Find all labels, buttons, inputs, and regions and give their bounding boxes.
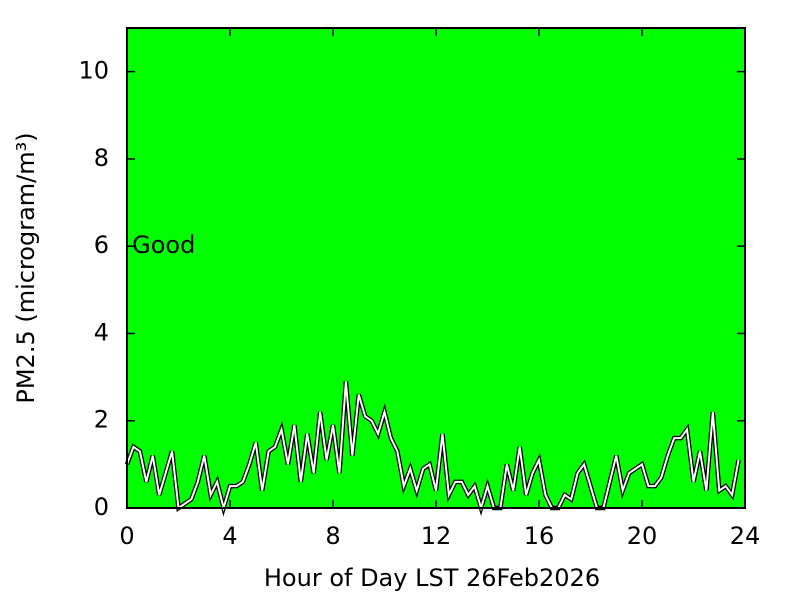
x-tick-label: 12: [421, 522, 452, 550]
x-tick-label: 20: [627, 522, 658, 550]
x-tick-label: 24: [730, 522, 761, 550]
x-axis-label: Hour of Day LST 26Feb2026: [264, 564, 600, 592]
annotation: Good: [132, 231, 195, 259]
y-tick-label: 4: [94, 318, 109, 346]
y-tick-label: 0: [94, 493, 109, 521]
y-tick-label: 10: [78, 57, 109, 85]
x-tick-label: 4: [222, 522, 237, 550]
x-tick-label: 0: [119, 522, 134, 550]
plot-background: [127, 28, 745, 508]
y-axis-label: PM2.5 (microgram/m³): [12, 132, 40, 403]
x-tick-label: 16: [524, 522, 555, 550]
y-tick-label: 8: [94, 144, 109, 172]
y-tick-label: 2: [94, 406, 109, 434]
x-tick-label: 8: [325, 522, 340, 550]
y-tick-label: 6: [94, 231, 109, 259]
line: [126, 381, 740, 512]
